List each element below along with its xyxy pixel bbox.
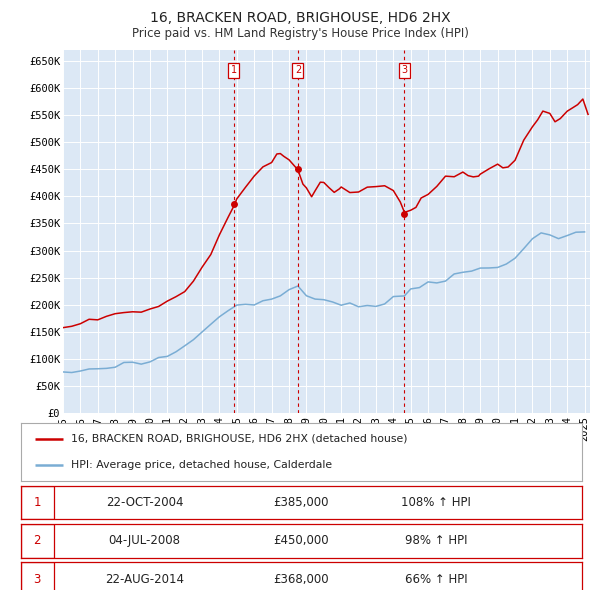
- Text: HPI: Average price, detached house, Calderdale: HPI: Average price, detached house, Cald…: [71, 460, 332, 470]
- Text: 2: 2: [295, 65, 301, 75]
- Text: Price paid vs. HM Land Registry's House Price Index (HPI): Price paid vs. HM Land Registry's House …: [131, 27, 469, 40]
- Text: 108% ↑ HPI: 108% ↑ HPI: [401, 496, 471, 509]
- Text: 1: 1: [34, 496, 41, 509]
- Text: 1: 1: [230, 65, 236, 75]
- Text: 04-JUL-2008: 04-JUL-2008: [109, 534, 181, 548]
- Text: 16, BRACKEN ROAD, BRIGHOUSE, HD6 2HX: 16, BRACKEN ROAD, BRIGHOUSE, HD6 2HX: [149, 11, 451, 25]
- Text: 16, BRACKEN ROAD, BRIGHOUSE, HD6 2HX (detached house): 16, BRACKEN ROAD, BRIGHOUSE, HD6 2HX (de…: [71, 434, 408, 444]
- Bar: [21, 524, 53, 558]
- Text: £385,000: £385,000: [274, 496, 329, 509]
- Text: £450,000: £450,000: [274, 534, 329, 548]
- Text: £368,000: £368,000: [274, 572, 329, 586]
- Text: 98% ↑ HPI: 98% ↑ HPI: [405, 534, 467, 548]
- Text: 66% ↑ HPI: 66% ↑ HPI: [405, 572, 467, 586]
- Text: 3: 3: [34, 572, 41, 586]
- Text: 22-AUG-2014: 22-AUG-2014: [105, 572, 184, 586]
- Bar: [21, 562, 53, 590]
- Bar: [21, 486, 53, 519]
- Text: 3: 3: [401, 65, 407, 75]
- Text: 2: 2: [34, 534, 41, 548]
- Text: 22-OCT-2004: 22-OCT-2004: [106, 496, 183, 509]
